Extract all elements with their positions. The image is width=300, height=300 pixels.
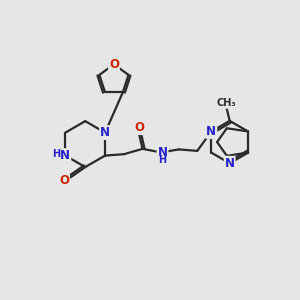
Text: N: N xyxy=(100,126,110,139)
Text: N: N xyxy=(206,125,216,138)
Text: CH₃: CH₃ xyxy=(217,98,236,108)
Text: O: O xyxy=(109,58,119,71)
Text: N: N xyxy=(60,149,70,162)
Text: O: O xyxy=(59,174,69,188)
Text: H: H xyxy=(158,155,166,165)
Text: O: O xyxy=(134,121,144,134)
Text: N: N xyxy=(225,157,235,170)
Text: N: N xyxy=(158,146,167,159)
Text: H: H xyxy=(52,149,60,159)
